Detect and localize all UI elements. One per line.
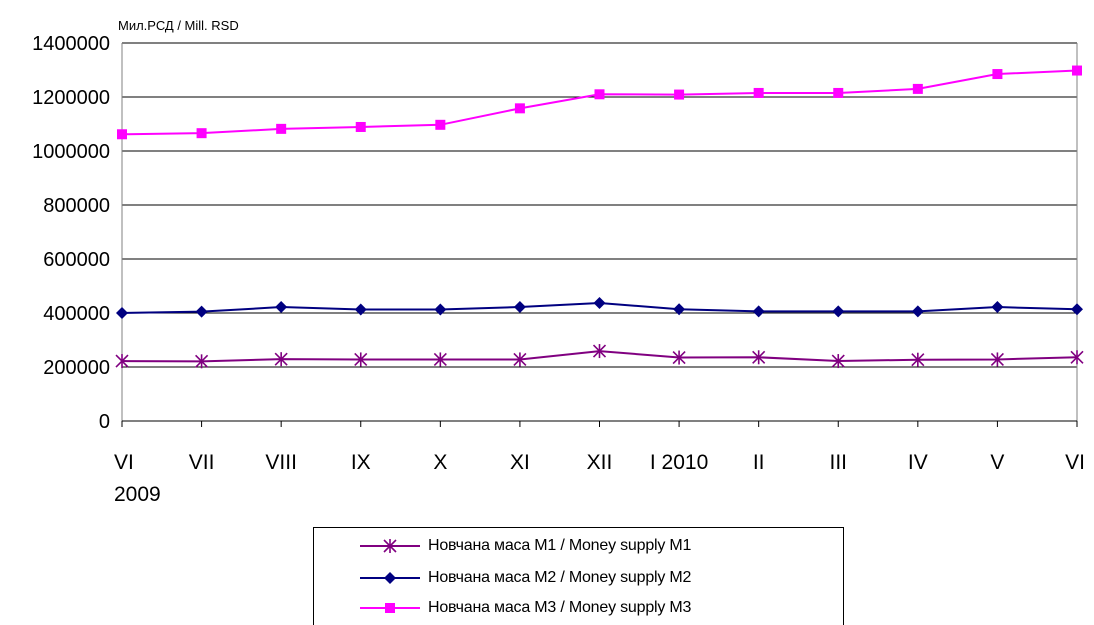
legend-label-m3: Новчана маса M3 / Money supply M3 (428, 599, 692, 616)
y-tick-label: 1400000 (32, 33, 110, 55)
data-point-diamond (593, 297, 606, 310)
legend-marker-square-icon (360, 603, 420, 613)
data-point-diamond (354, 303, 367, 316)
legend-marker-diamond-icon (360, 572, 420, 584)
data-point-star (831, 354, 845, 369)
series-1 (115, 344, 1084, 369)
data-point-star (911, 352, 925, 367)
data-point-diamond (832, 305, 845, 318)
data-point-square (674, 89, 685, 100)
legend-label-m1: Новчана маса M1 / Money supply M1 (428, 537, 692, 554)
y-axis-unit-label: Мил.РСД / Mill. RSD (118, 18, 239, 33)
data-point-star (592, 344, 607, 359)
y-tick-label: 800000 (43, 195, 110, 217)
data-point-diamond (195, 305, 208, 318)
data-point-square (912, 83, 923, 94)
data-point-star (513, 352, 527, 367)
x-tick-label: VIII (265, 451, 297, 474)
data-point-diamond (513, 301, 526, 314)
legend-item-m1: Новчана маса M1 / Money supply M1 (314, 534, 843, 558)
y-tick-label: 1000000 (32, 141, 110, 163)
data-point-diamond (434, 303, 447, 316)
data-point-square (753, 87, 764, 98)
series-line (121, 69, 1078, 136)
legend-item-m2: Новчана маса M2 / Money supply M2 (314, 566, 843, 590)
x-tick-label: II (753, 451, 765, 474)
x-tick-label: IX (351, 451, 371, 474)
x-tick-label: VI (114, 451, 134, 474)
data-point-square (833, 87, 844, 98)
legend: Новчана маса M1 / Money supply M1 Новчан… (313, 527, 844, 625)
data-point-square (435, 119, 446, 130)
data-point-square (276, 123, 287, 134)
data-point-diamond (1071, 303, 1083, 316)
legend-marker-star-icon (360, 539, 420, 553)
data-point-square (514, 103, 525, 114)
data-point-diamond (991, 301, 1004, 314)
legend-label-m2: Новчана маса M2 / Money supply M2 (428, 569, 692, 586)
data-point-diamond (275, 301, 288, 314)
x-tick-label: VII (189, 451, 215, 474)
x-tick-label: III (829, 451, 847, 474)
y-axis-tick-labels: 0 200000 400000 600000 800000 1000000 1200000 1… (32, 33, 110, 433)
y-tick-label: 600000 (43, 249, 110, 271)
y-tick-label: 200000 (43, 357, 110, 379)
x-tick-label: X (433, 451, 447, 474)
series-3 (117, 65, 1082, 140)
x-tick-label: XI (510, 451, 530, 474)
series-lines (115, 65, 1084, 369)
data-point-star (1070, 350, 1084, 365)
x-tick-label: VI (1065, 451, 1085, 474)
data-point-square (355, 121, 366, 132)
data-point-diamond (752, 305, 765, 318)
data-point-star (433, 352, 447, 367)
x-tick-label: V (990, 451, 1004, 474)
data-point-star (274, 352, 288, 367)
x-tick-label: XII (587, 451, 613, 474)
data-point-diamond (673, 303, 686, 316)
y-tick-label: 1200000 (32, 87, 110, 109)
y-tick-label: 400000 (43, 303, 110, 325)
legend-item-m3: Новчана маса M3 / Money supply M3 (314, 596, 843, 620)
data-point-square (594, 89, 605, 100)
data-point-diamond (116, 307, 128, 319)
series-2 (116, 297, 1083, 319)
x-tick-label: IV (908, 451, 928, 474)
plot-area (121, 43, 1078, 422)
data-point-star (990, 352, 1004, 367)
data-point-square (1072, 65, 1082, 76)
data-point-star (354, 352, 368, 367)
x-tick-label: I 2010 (650, 451, 708, 474)
y-tick-label: 0 (99, 411, 110, 433)
data-point-star (195, 354, 209, 369)
data-point-square (992, 69, 1003, 80)
data-point-star (115, 354, 129, 369)
data-point-star (672, 350, 686, 365)
data-point-star (752, 350, 766, 365)
data-point-square (196, 128, 207, 139)
data-point-diamond (911, 305, 924, 318)
data-point-square (117, 129, 127, 140)
x-tick-sublabel-year: 2009 (114, 483, 161, 506)
